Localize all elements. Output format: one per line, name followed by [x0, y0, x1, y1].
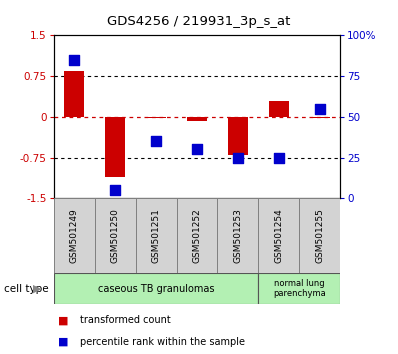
Bar: [54, 273, 258, 304]
Bar: [64, 71, 84, 117]
Bar: [269, 101, 289, 117]
Text: GSM501250: GSM501250: [111, 208, 120, 263]
Bar: [54, 198, 95, 273]
Text: ■: ■: [58, 337, 68, 347]
Point: [235, 155, 241, 160]
Bar: [136, 198, 177, 273]
Bar: [299, 198, 340, 273]
Text: ■: ■: [58, 315, 68, 325]
Point: [71, 57, 77, 63]
Bar: [258, 198, 299, 273]
Text: percentile rank within the sample: percentile rank within the sample: [80, 337, 245, 347]
Bar: [217, 198, 258, 273]
Text: GSM501255: GSM501255: [315, 208, 324, 263]
Text: GSM501249: GSM501249: [70, 208, 79, 263]
Text: GDS4256 / 219931_3p_s_at: GDS4256 / 219931_3p_s_at: [107, 15, 291, 28]
Bar: [228, 117, 248, 155]
Text: ▶: ▶: [33, 284, 41, 293]
Text: GSM501254: GSM501254: [274, 208, 283, 263]
Text: GSM501252: GSM501252: [193, 208, 201, 263]
Text: cell type: cell type: [4, 284, 49, 293]
Point: [276, 155, 282, 160]
Text: GSM501253: GSM501253: [234, 208, 242, 263]
Point: [194, 147, 200, 152]
Text: transformed count: transformed count: [80, 315, 170, 325]
Point: [317, 106, 323, 112]
Point: [153, 138, 159, 144]
Point: [112, 187, 118, 193]
Bar: [146, 117, 166, 119]
Bar: [105, 117, 125, 177]
Bar: [258, 273, 340, 304]
Text: GSM501251: GSM501251: [152, 208, 160, 263]
Bar: [187, 117, 207, 121]
Text: caseous TB granulomas: caseous TB granulomas: [98, 284, 214, 293]
Bar: [310, 117, 330, 119]
Text: normal lung
parenchyma: normal lung parenchyma: [273, 279, 326, 298]
Bar: [95, 198, 136, 273]
Bar: [177, 198, 217, 273]
